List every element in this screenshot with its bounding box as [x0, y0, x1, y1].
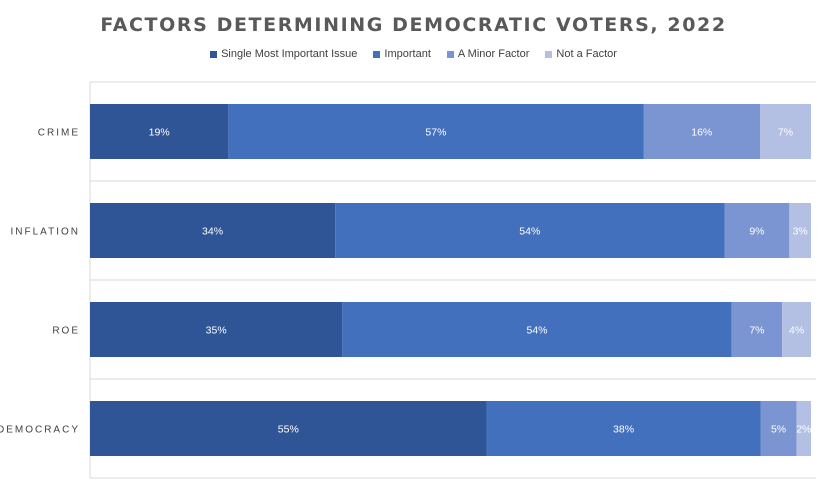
legend-item-4: Not a Factor — [545, 48, 617, 60]
bar-segment — [643, 104, 761, 159]
legend-label: Single Most Important Issue — [221, 48, 358, 60]
legend-item-3: A Minor Factor — [446, 48, 530, 60]
data-label: 7% — [749, 325, 764, 337]
data-label: 54% — [527, 325, 548, 337]
bar-segment — [789, 203, 811, 258]
data-label: 2% — [796, 424, 811, 436]
legend-swatch — [446, 50, 454, 58]
bar-segment — [486, 401, 761, 456]
category-label: INFLATION — [11, 227, 80, 238]
bar-segment — [90, 302, 343, 357]
data-label: 19% — [149, 127, 170, 139]
legend-item-2: Important — [373, 48, 431, 60]
legend-label: Not a Factor — [556, 48, 617, 60]
category-label: ROE — [52, 326, 80, 337]
data-label: 4% — [789, 325, 804, 337]
data-label: 54% — [519, 226, 540, 238]
legend-item-1: Single Most Important Issue — [210, 48, 357, 60]
data-label: 5% — [771, 424, 786, 436]
legend-swatch — [373, 50, 381, 58]
data-label: 55% — [278, 424, 299, 436]
bar-segment — [731, 302, 783, 357]
bar-segment — [90, 203, 336, 258]
data-label: 3% — [793, 226, 808, 238]
category-label: DEMOCRACY — [0, 425, 80, 436]
bar-segment — [228, 104, 644, 159]
bar-segment — [760, 104, 811, 159]
legend-swatch — [210, 50, 218, 58]
data-label: 34% — [202, 226, 223, 238]
legend-label: Important — [384, 48, 431, 60]
bar-segment — [90, 104, 229, 159]
bar-segment — [782, 302, 811, 357]
bar-segment — [796, 401, 811, 456]
chart-legend: Single Most Important Issue Important A Mi… — [0, 48, 827, 60]
data-label: 16% — [691, 127, 712, 139]
data-label: 35% — [206, 325, 227, 337]
data-label: 7% — [778, 127, 793, 139]
bar-segment — [760, 401, 797, 456]
bar-segment — [90, 401, 487, 456]
chart-title: FACTORS DETERMINING DEMOCRATIC VOTERS, 2… — [100, 14, 727, 36]
data-label: 9% — [749, 226, 764, 238]
bar-segment — [724, 203, 790, 258]
bar-segment — [342, 302, 732, 357]
data-label: 38% — [613, 424, 634, 436]
category-label: CRIME — [38, 128, 80, 139]
legend-swatch — [545, 50, 553, 58]
data-label: 57% — [425, 127, 446, 139]
legend-label: A Minor Factor — [457, 48, 530, 60]
bar-segment — [335, 203, 725, 258]
